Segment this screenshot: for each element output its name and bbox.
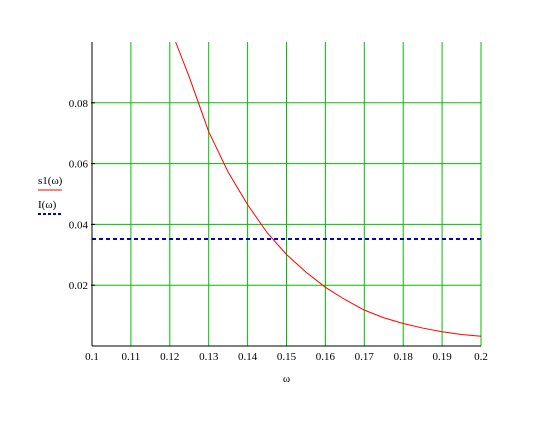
tick-labels: 0.1 0.11 0.12 0.13 0.14 0.15 0.16 0.17 0.18 0.19 0… bbox=[69, 98, 488, 385]
x-tick-label: 0.12 bbox=[160, 351, 179, 363]
x-tick-label: 0.18 bbox=[394, 351, 414, 363]
y-tick-label: 0.02 bbox=[69, 280, 88, 292]
x-tick-label: 0.16 bbox=[316, 351, 336, 363]
x-axis-label: ω bbox=[283, 373, 290, 385]
x-tick-label: 0.14 bbox=[238, 351, 258, 363]
y-tick-label: 0.08 bbox=[69, 98, 89, 110]
x-tick-label: 0.1 bbox=[85, 351, 99, 363]
grid bbox=[92, 42, 482, 346]
x-tick-label: 0.15 bbox=[277, 351, 297, 363]
x-tick-label: 0.19 bbox=[432, 351, 452, 363]
x-tick-label: 0.13 bbox=[199, 351, 219, 363]
series-layer bbox=[92, 41, 482, 337]
legend-label: I(ω) bbox=[38, 199, 57, 211]
legend: s1(ω) I(ω) bbox=[38, 175, 63, 215]
y-tick-label: 0.06 bbox=[69, 159, 89, 171]
x-tick-label: 0.17 bbox=[355, 351, 375, 363]
x-tick-label: 0.2 bbox=[474, 351, 488, 363]
y-tick-label: 0.04 bbox=[69, 219, 89, 231]
axes bbox=[91, 42, 481, 347]
legend-label: s1(ω) bbox=[38, 175, 63, 187]
s1-curve bbox=[175, 41, 482, 337]
x-tick-label: 0.11 bbox=[121, 351, 140, 363]
